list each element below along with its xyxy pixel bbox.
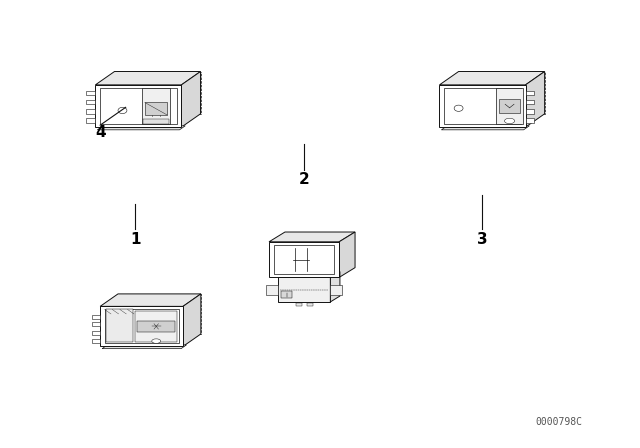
Polygon shape (330, 285, 342, 295)
Bar (525, 118, 534, 123)
Bar (92, 315, 100, 319)
Polygon shape (339, 232, 355, 277)
Bar (525, 99, 534, 104)
Bar (307, 303, 313, 306)
Bar (104, 310, 179, 343)
Bar (92, 339, 100, 343)
Polygon shape (330, 271, 340, 302)
Polygon shape (442, 126, 529, 130)
Polygon shape (118, 294, 201, 334)
Bar (92, 323, 100, 327)
Circle shape (454, 105, 463, 112)
Polygon shape (459, 72, 545, 114)
Text: 4: 4 (95, 125, 106, 140)
Bar (525, 90, 534, 95)
Bar (496, 88, 523, 124)
Polygon shape (183, 294, 201, 346)
Bar (106, 310, 132, 342)
Bar (444, 88, 521, 124)
Bar (499, 99, 520, 113)
Polygon shape (143, 119, 169, 124)
Bar (274, 246, 334, 274)
Polygon shape (266, 285, 278, 295)
Bar (92, 332, 100, 335)
Bar (141, 88, 170, 124)
Polygon shape (278, 277, 330, 302)
Text: 2: 2 (299, 172, 310, 187)
Bar (100, 88, 177, 124)
Polygon shape (100, 306, 183, 346)
Bar (86, 99, 95, 104)
Polygon shape (102, 345, 186, 349)
Polygon shape (97, 126, 185, 130)
Text: 0000798C: 0000798C (536, 417, 582, 427)
Polygon shape (440, 85, 525, 127)
Polygon shape (181, 72, 200, 127)
Polygon shape (525, 72, 545, 127)
Bar (525, 109, 534, 114)
Polygon shape (100, 294, 201, 306)
Ellipse shape (504, 118, 515, 124)
Polygon shape (281, 291, 292, 298)
Bar (86, 109, 95, 114)
Bar (86, 90, 95, 95)
Polygon shape (95, 72, 200, 85)
Polygon shape (440, 72, 545, 85)
Polygon shape (269, 242, 339, 277)
Bar (296, 303, 302, 306)
Bar (86, 118, 95, 123)
Bar (145, 103, 167, 115)
Polygon shape (95, 85, 181, 127)
Polygon shape (115, 72, 200, 114)
Bar (135, 311, 177, 342)
Circle shape (118, 108, 127, 114)
Text: 1: 1 (130, 232, 140, 247)
Polygon shape (269, 232, 355, 242)
Text: 3: 3 (477, 232, 488, 247)
Bar (137, 321, 175, 332)
Ellipse shape (152, 339, 161, 343)
